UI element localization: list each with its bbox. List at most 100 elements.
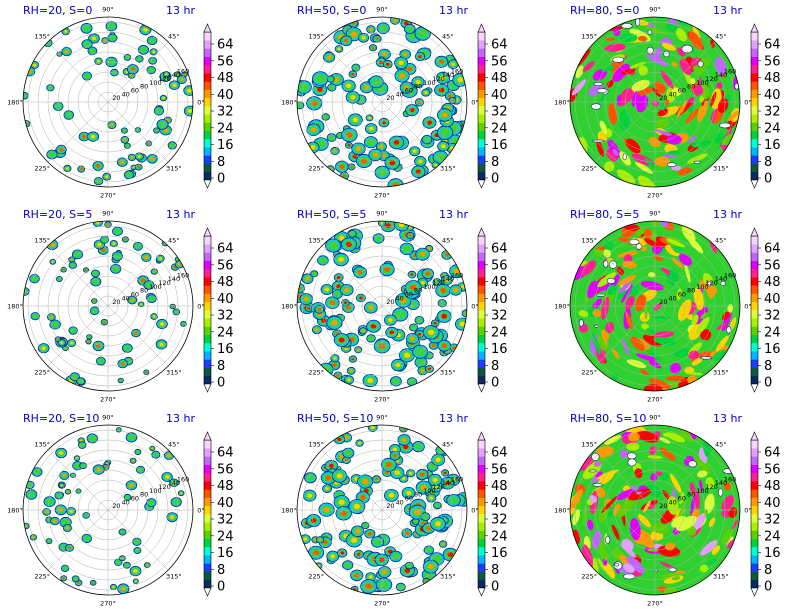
colorbar-segment — [204, 310, 211, 319]
radial-tick-label: 80 — [414, 287, 422, 295]
angle-tick-label: 180° — [7, 507, 23, 515]
storm-cell — [333, 495, 350, 510]
storm-cell — [92, 160, 104, 171]
storm-cell — [420, 512, 431, 522]
angle-tick-label: 135° — [581, 33, 597, 41]
field-cell — [694, 490, 700, 510]
polar-grid — [570, 221, 740, 391]
colorbar-tick-label: 24 — [491, 529, 508, 544]
radial-tick-label: 80 — [140, 491, 148, 499]
storm-cell — [107, 33, 118, 43]
radial-tick-label: 140 — [715, 71, 727, 79]
precip-field — [297, 425, 467, 595]
field-cell — [638, 65, 648, 76]
storm-cell — [454, 317, 467, 331]
radial-tick-label: 120 — [432, 483, 444, 491]
colorbar-tick-label: 48 — [764, 479, 781, 494]
angle-tick-label: 45° — [442, 237, 454, 245]
panel-time-label: 13 hr — [713, 208, 742, 221]
angle-tick-label: 0° — [744, 99, 751, 107]
storm-cell — [86, 433, 98, 444]
field-cell — [626, 138, 641, 154]
storm-cell — [394, 56, 409, 70]
field-cell — [662, 154, 677, 158]
storm-cell — [346, 366, 356, 375]
angle-tick-label: 45° — [168, 237, 180, 245]
field-gap — [591, 139, 605, 143]
colorbar-tick-label: 40 — [764, 292, 781, 307]
colorbar-segment — [204, 538, 211, 548]
colorbar-tick-label: 32 — [491, 105, 508, 120]
colorbar-segment — [478, 375, 485, 385]
storm-cell — [411, 440, 425, 453]
colorbar-segment — [478, 318, 485, 327]
radial-tick-label: 40 — [396, 294, 404, 302]
field-cell — [655, 129, 675, 138]
storm-cell — [68, 261, 77, 269]
colorbar-segment — [204, 293, 211, 303]
field-cell — [619, 449, 629, 459]
storm-cell — [117, 583, 130, 595]
storm-cell — [96, 356, 106, 366]
colorbar-min-arrow — [750, 587, 759, 597]
field-cell — [700, 540, 718, 556]
field-cell — [616, 489, 635, 500]
angle-tick-label: 315° — [440, 164, 456, 172]
storm-cell — [123, 142, 131, 149]
colorbar-segment — [751, 89, 758, 99]
storm-cell — [332, 289, 343, 299]
colorbar-segment — [204, 448, 211, 457]
storm-cell — [107, 120, 117, 130]
field-cell — [591, 298, 602, 311]
colorbar-segment — [204, 268, 211, 278]
colorbar-segment — [478, 310, 485, 319]
colorbar-segment — [751, 285, 758, 294]
storm-cell — [379, 262, 395, 277]
field-cell — [621, 338, 630, 357]
colorbar-tick-label: 56 — [217, 54, 234, 69]
colorbar-tick-label: 64 — [217, 38, 234, 53]
panel-title: RH=50, S=0 — [297, 4, 366, 17]
storm-cell — [440, 476, 455, 490]
storm-cell — [115, 427, 122, 433]
colorbar-tick-label: 64 — [764, 446, 781, 461]
field-cell — [652, 316, 672, 320]
field-cell — [669, 473, 682, 494]
storm-cell — [29, 274, 40, 284]
colorbar-segment — [204, 147, 211, 156]
storm-cell — [146, 294, 157, 304]
field-gap — [666, 162, 677, 167]
storm-cell — [174, 71, 182, 78]
field-cell — [613, 28, 621, 37]
colorbar-tick-label: 24 — [217, 325, 234, 340]
colorbar-tick-label: 32 — [764, 309, 781, 324]
colorbar-tick-label: 8 — [217, 155, 225, 170]
field-cell — [721, 495, 735, 512]
field-cell — [670, 362, 681, 374]
storm-cell — [64, 488, 72, 495]
storm-cell — [325, 238, 342, 253]
storm-cell — [61, 46, 72, 57]
colorbar-segment — [478, 155, 485, 164]
storm-cell — [89, 306, 100, 316]
colorbar-segment — [751, 268, 758, 278]
field-cell — [671, 165, 682, 171]
angle-tick-label: 225° — [34, 368, 50, 376]
angle-tick-label: 315° — [713, 368, 729, 376]
storm-cell — [331, 469, 348, 483]
colorbar-segment — [478, 64, 485, 74]
field-cell — [687, 153, 708, 164]
storm-cell — [118, 555, 126, 562]
storm-cell — [330, 354, 340, 363]
radial-tick-label: 100 — [423, 79, 435, 87]
angle-tick-label: 135° — [308, 237, 324, 245]
angle-tick-label: 270° — [100, 600, 116, 608]
storm-cell — [362, 373, 378, 388]
panel-title: RH=20, S=10 — [23, 412, 99, 425]
angle-tick-label: 135° — [308, 33, 324, 41]
field-cell — [705, 477, 715, 489]
angle-tick-label: 315° — [440, 368, 456, 376]
angle-tick-label: 90° — [102, 414, 114, 422]
field-cell — [622, 260, 637, 269]
